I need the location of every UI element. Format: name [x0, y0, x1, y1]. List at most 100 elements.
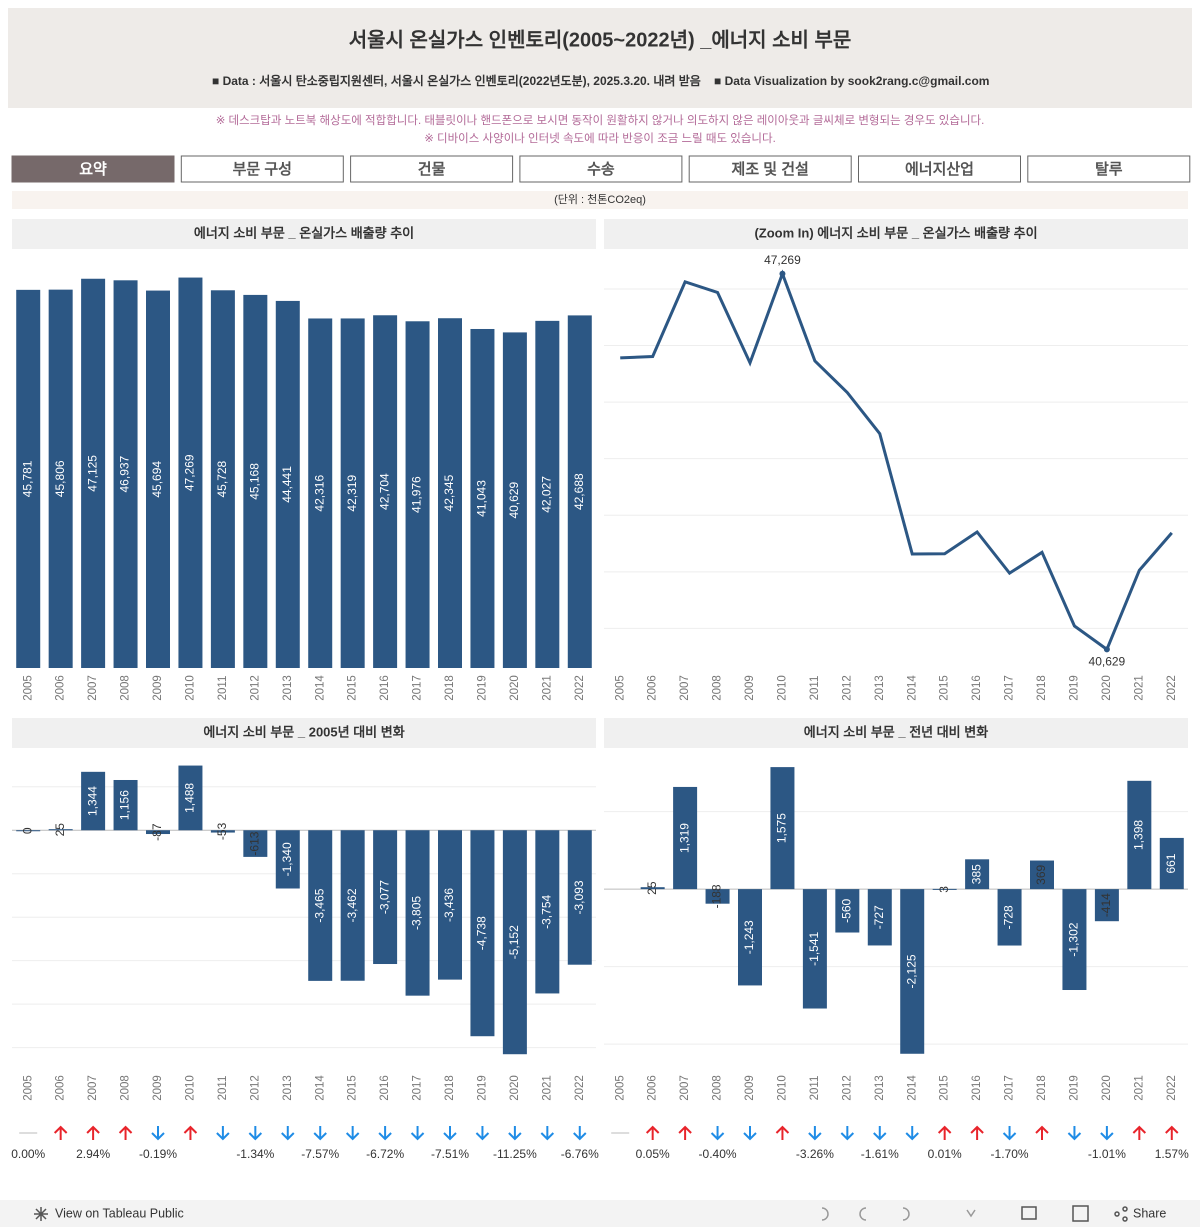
panel-header	[604, 718, 1188, 748]
toolbar-icons[interactable]	[821, 1205, 1128, 1222]
x-tick-label: 2014	[314, 1075, 326, 1101]
x-tick-label: 2008	[712, 675, 724, 701]
x-tick-label: 2008	[712, 1075, 724, 1101]
x-tick-label: 2022	[574, 1075, 586, 1101]
tab[interactable]	[858, 155, 1021, 183]
arrow-down	[216, 1126, 230, 1141]
bar	[308, 318, 333, 668]
value-label: -53	[215, 822, 229, 840]
arrow-down	[281, 1126, 295, 1141]
arrow-down	[840, 1126, 855, 1141]
bar	[275, 300, 300, 668]
value-label: -1,243	[742, 920, 756, 954]
annotation: 40,629	[1089, 655, 1126, 669]
value-label: -3,465	[312, 888, 326, 922]
tab-label[interactable]: 부문 구성	[233, 160, 292, 178]
bar	[210, 290, 235, 668]
x-tick-label: 2020	[509, 675, 521, 701]
tab[interactable]	[350, 155, 514, 183]
x-tick-label: 2016	[971, 675, 983, 701]
x-tick-label: 2011	[809, 676, 821, 701]
x-tick-label: 2014	[906, 1075, 918, 1101]
arrow-down	[743, 1126, 757, 1141]
x-tick-label: 2022	[1166, 1075, 1178, 1101]
tab-label[interactable]: 건물	[418, 161, 446, 178]
bar	[770, 767, 795, 890]
x-tick-label: 2019	[476, 675, 488, 701]
percent-label: -1.34%	[236, 1147, 274, 1161]
x-tick-label: 2018	[1036, 1075, 1048, 1101]
percent-label: -11.25%	[493, 1147, 537, 1161]
arrow-down	[475, 1126, 490, 1141]
value-label: -613	[248, 831, 262, 855]
value-label: 47,125	[85, 455, 99, 492]
tab-label[interactable]: 수송	[587, 161, 615, 178]
percent-label: -1.01%	[1088, 1147, 1126, 1161]
tab-label[interactable]: 탈루	[1095, 161, 1123, 178]
note: ※ 디바이스 사양이나 인터넷 속도에 따라 반응이 조금 느릴 때도 있습니다…	[424, 132, 776, 145]
x-tick-label: 2006	[55, 1075, 67, 1101]
tableau-icon[interactable]	[34, 1207, 48, 1221]
bar	[373, 315, 398, 668]
percent-label: -1.70%	[991, 1147, 1029, 1161]
x-tick-label: 2019	[1068, 1075, 1080, 1101]
x-tick-label: 2011	[217, 676, 229, 701]
arrow-down	[1100, 1126, 1114, 1141]
bar	[673, 786, 698, 890]
x-tick-label: 2013	[282, 1075, 294, 1101]
x-tick-label: 2010	[776, 1075, 788, 1101]
bar	[340, 318, 365, 668]
x-tick-label: 2012	[249, 675, 261, 701]
value-label: 45,728	[215, 460, 229, 497]
tab-label[interactable]: 에너지산업	[905, 161, 974, 178]
bar	[146, 290, 170, 668]
tab[interactable]	[688, 155, 852, 183]
x-tick-label: 2013	[874, 1075, 886, 1101]
arrow-up	[1132, 1125, 1147, 1140]
x-tick-label: 2014	[314, 675, 326, 701]
arrow-up	[53, 1125, 68, 1140]
bar	[1030, 860, 1054, 890]
x-tick-label: 2011	[809, 1076, 821, 1101]
bar	[965, 859, 990, 890]
tab[interactable]	[1027, 155, 1191, 183]
tab-label[interactable]: 제조 및 건설	[732, 160, 809, 178]
value-label: -87	[150, 823, 164, 841]
arrow-down	[540, 1126, 555, 1141]
annotation: 47,269	[764, 253, 801, 267]
tableau-link[interactable]: View on Tableau Public	[55, 1206, 184, 1220]
bar	[567, 315, 592, 668]
bar	[438, 318, 462, 668]
value-label: 42,704	[377, 473, 391, 510]
tab[interactable]	[11, 155, 175, 183]
x-tick-label: 2013	[282, 675, 294, 701]
arrow-up	[970, 1125, 984, 1140]
arrow-down	[873, 1126, 887, 1141]
value-label: 0	[20, 827, 34, 834]
value-label: -3,805	[410, 896, 424, 930]
x-tick-label: 2020	[1101, 1075, 1113, 1101]
x-tick-label: 2012	[249, 1075, 261, 1101]
tab[interactable]	[519, 155, 683, 183]
tab-label[interactable]: 요약	[79, 160, 107, 178]
x-tick-label: 2006	[647, 1075, 659, 1101]
note: ※ 데스크탑과 노트북 해상도에 적합합니다. 태블릿이나 핸드폰으로 보시면 …	[216, 113, 985, 127]
x-tick-label: 2022	[1166, 675, 1178, 701]
x-tick-label: 2016	[971, 1075, 983, 1101]
bar	[535, 320, 560, 668]
x-tick-label: 2021	[1133, 1075, 1145, 1101]
bar	[867, 889, 892, 946]
x-tick-label: 2016	[379, 675, 391, 701]
tab[interactable]	[180, 155, 344, 183]
bar	[470, 830, 495, 1037]
bar	[567, 830, 592, 965]
title: 서울시 온실가스 인벤토리(2005~2022년) _에너지 소비 부문	[349, 28, 852, 51]
percent-label: -7.57%	[301, 1147, 339, 1161]
share[interactable]: Share	[1133, 1206, 1166, 1220]
x-tick-label: 2005	[22, 1075, 34, 1101]
x-tick-label: 2017	[412, 1075, 424, 1101]
unit-bg	[12, 191, 1188, 209]
value-label: 1,575	[775, 813, 789, 843]
value-label: 3	[937, 886, 951, 893]
x-tick-label: 2021	[1133, 675, 1145, 701]
